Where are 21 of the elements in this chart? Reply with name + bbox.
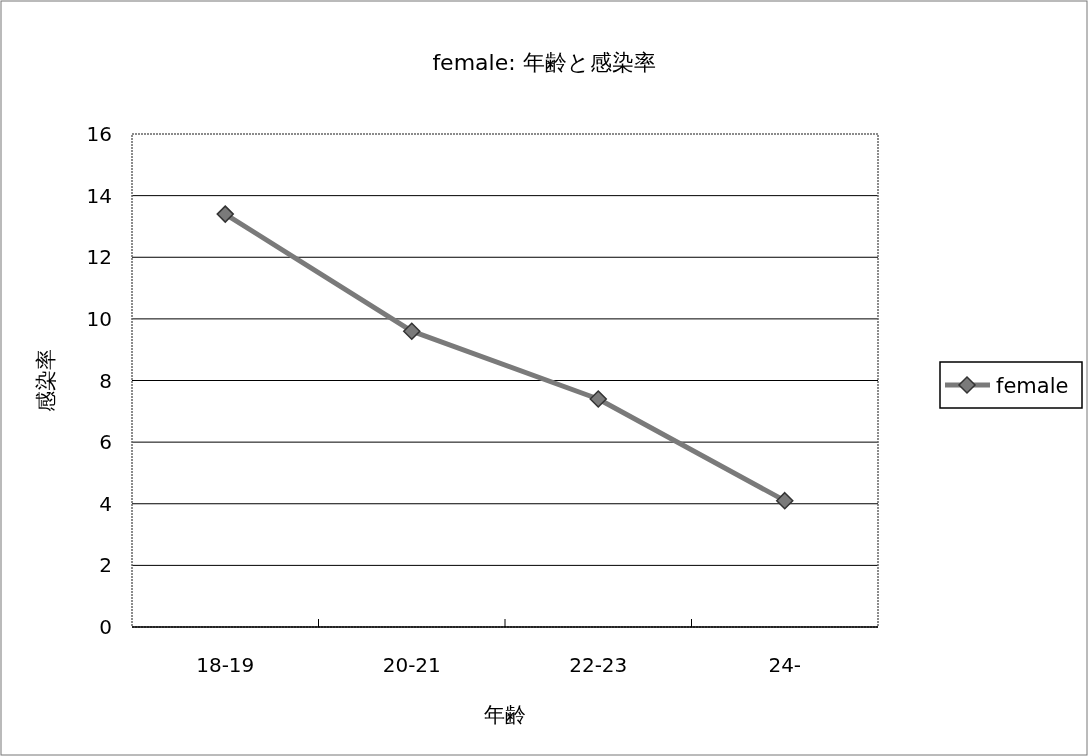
y-tick-label: 0 — [99, 615, 112, 639]
x-tick-label: 20-21 — [382, 653, 441, 677]
x-tick-label: 24- — [768, 653, 802, 677]
y-tick-label: 10 — [86, 306, 112, 331]
y-axis-title: 感染率 — [34, 349, 58, 412]
y-tick-label: 2 — [99, 553, 112, 578]
point — [589, 390, 607, 408]
y-tick-label: 16 — [86, 122, 112, 146]
legend-label: female — [996, 374, 1069, 398]
y-tick-label: 14 — [86, 183, 112, 208]
x-tick-label: 22-23 — [569, 653, 628, 677]
y-tick-label: 8 — [99, 368, 112, 393]
y-tick-label: 4 — [99, 491, 112, 516]
point — [216, 205, 234, 223]
x-tick-label: 18-19 — [196, 653, 255, 677]
y-tick-label: 12 — [86, 245, 112, 270]
x-axis-title: 年齢 — [484, 703, 526, 727]
point — [403, 322, 421, 340]
y-tick-label: 6 — [99, 430, 112, 455]
chart-title: female: 年齢と感染率 — [432, 50, 656, 75]
point — [776, 491, 794, 510]
